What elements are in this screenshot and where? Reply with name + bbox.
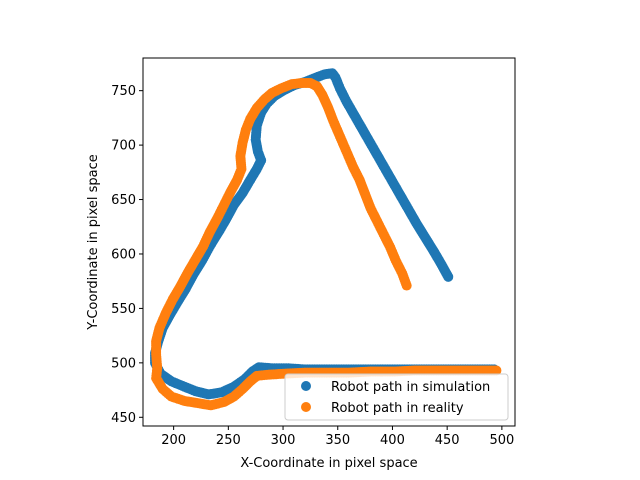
- y-tick-label: 750: [111, 84, 136, 99]
- x-axis-label: X-Coordinate in pixel space: [240, 456, 417, 471]
- x-tick-label: 400: [380, 433, 405, 448]
- series-reality: [151, 78, 502, 411]
- x-tick-label: 350: [325, 433, 350, 448]
- plot-frame: [142, 57, 516, 427]
- x-tick-label: 500: [489, 433, 514, 448]
- x-tick-label: 450: [435, 433, 460, 448]
- y-tick-label: 550: [111, 302, 136, 317]
- legend-label-reality: Robot path in reality: [331, 401, 464, 416]
- y-ticks: 450 500 550 600 650 700 750: [111, 84, 143, 426]
- data-point: [491, 365, 502, 376]
- legend-marker-reality: [301, 402, 311, 412]
- y-axis-label: Y-Coordinate in pixel space: [86, 154, 101, 331]
- y-tick-label: 450: [111, 411, 136, 426]
- legend-marker-simulation: [301, 381, 311, 391]
- legend-label-simulation: Robot path in simulation: [331, 380, 490, 395]
- y-tick-label: 600: [111, 247, 136, 262]
- x-tick-label: 250: [216, 433, 241, 448]
- y-tick-label: 650: [111, 193, 136, 208]
- y-tick-label: 500: [111, 356, 136, 371]
- x-ticks: 200 250 300 350 400 450 500: [161, 426, 514, 448]
- y-tick-label: 700: [111, 139, 136, 154]
- x-tick-label: 200: [161, 433, 186, 448]
- marks-layer: [150, 68, 502, 411]
- legend-box: [284, 373, 509, 421]
- x-tick-label: 300: [271, 433, 296, 448]
- legend: Robot path in simulation Robot path in r…: [284, 373, 509, 421]
